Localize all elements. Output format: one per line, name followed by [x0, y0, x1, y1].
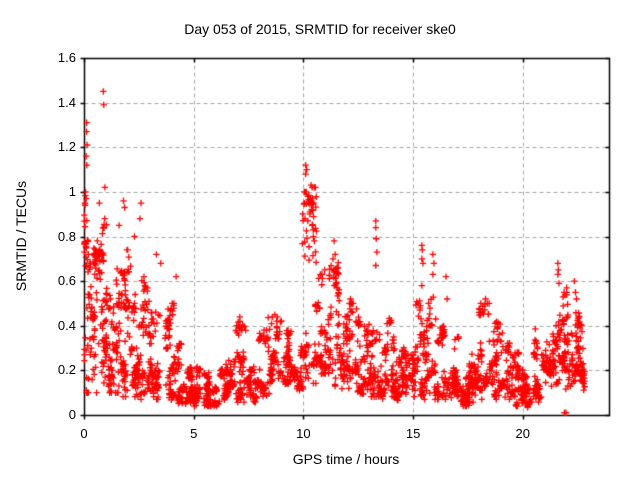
y-tick-label: 0 — [68, 407, 76, 422]
x-axis-label: GPS time / hours — [292, 451, 400, 467]
x-tick-label: 0 — [80, 426, 88, 441]
y-tick-label: 1 — [68, 183, 76, 199]
chart-title: Day 053 of 2015, SRMTID for receiver ske… — [184, 21, 456, 37]
y-tick-label: 0.4 — [57, 317, 76, 333]
x-tick-label: 15 — [405, 426, 421, 441]
y-tick-label: 1.4 — [57, 94, 76, 110]
x-tick-label: 5 — [190, 426, 198, 441]
y-tick-label: 0.6 — [57, 273, 76, 289]
y-tick-label: 0.2 — [57, 362, 76, 378]
x-tick-label: 10 — [296, 426, 311, 441]
x-tick-label: 20 — [515, 426, 530, 441]
y-tick-label: 1.2 — [57, 139, 76, 155]
y-tick-label: 1.6 — [57, 50, 76, 65]
y-tick-label: 0.8 — [57, 228, 76, 244]
